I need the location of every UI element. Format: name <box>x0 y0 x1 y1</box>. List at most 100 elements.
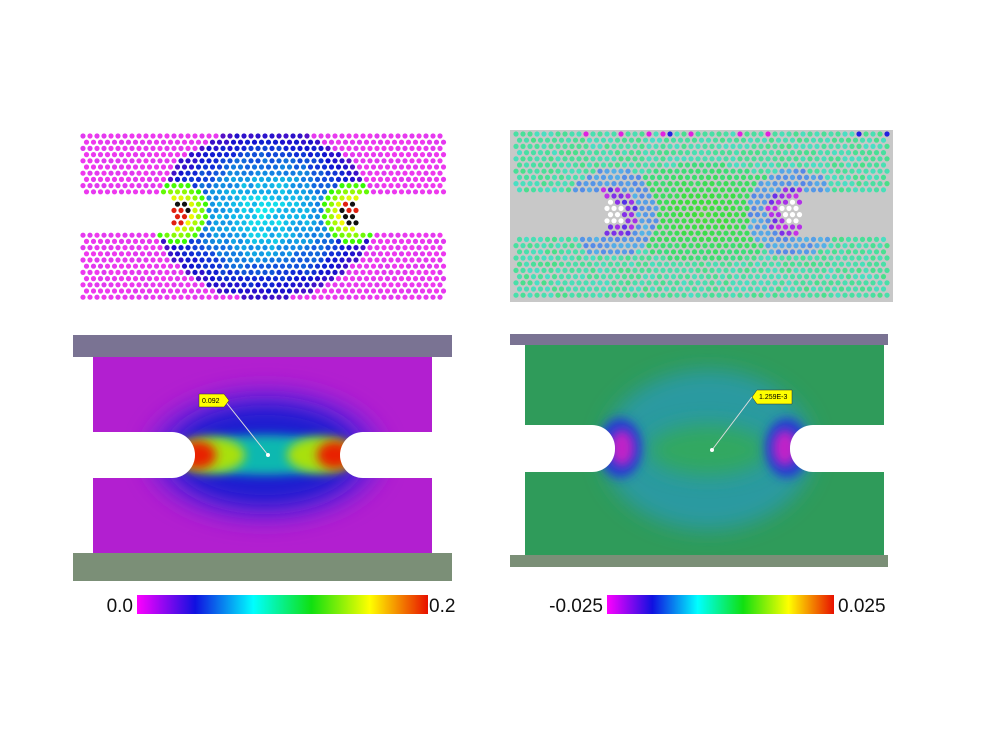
particle <box>856 280 862 286</box>
particle <box>230 226 237 232</box>
particle <box>723 267 729 273</box>
particle <box>405 288 412 294</box>
particle <box>754 187 761 193</box>
particle <box>286 288 293 294</box>
particle <box>730 168 736 174</box>
particle <box>635 199 642 205</box>
particle <box>171 269 177 275</box>
particle <box>702 280 708 286</box>
particle <box>115 158 121 164</box>
particle <box>164 282 170 288</box>
particle <box>663 137 670 143</box>
particle <box>370 139 377 145</box>
particle <box>751 267 757 273</box>
particle <box>684 274 691 280</box>
particle <box>157 158 163 164</box>
particle <box>530 174 537 180</box>
particle <box>758 218 764 224</box>
particle <box>726 199 733 205</box>
particle <box>384 139 391 145</box>
probe-point <box>266 453 270 457</box>
particle <box>160 288 167 294</box>
particle <box>884 168 890 174</box>
particle <box>237 226 244 232</box>
particle <box>164 183 170 189</box>
particle <box>562 143 568 149</box>
particle <box>789 174 796 180</box>
particle <box>807 131 813 137</box>
particle <box>272 226 279 232</box>
particle <box>635 249 642 255</box>
particle <box>593 162 600 168</box>
particle <box>237 251 244 257</box>
particle <box>118 152 125 158</box>
particle <box>174 263 181 269</box>
particle <box>702 255 708 261</box>
particle <box>90 152 97 158</box>
particle <box>90 176 97 182</box>
particle <box>688 156 694 162</box>
colorbar-max: 0.2 <box>429 596 455 617</box>
particle <box>314 226 321 232</box>
particle <box>842 280 848 286</box>
particle <box>104 139 111 145</box>
particle <box>255 282 261 288</box>
particle <box>607 174 614 180</box>
particle <box>863 255 869 261</box>
particle <box>150 158 156 164</box>
particle <box>628 162 635 168</box>
particle <box>118 139 125 145</box>
particle <box>688 205 694 211</box>
particle <box>618 156 624 162</box>
particle <box>339 269 345 275</box>
particle <box>269 282 275 288</box>
particle <box>307 139 314 145</box>
particle <box>339 282 345 288</box>
particle <box>716 230 722 236</box>
particle <box>321 152 328 158</box>
particle <box>674 131 680 137</box>
particle <box>733 137 740 143</box>
particle <box>258 201 265 207</box>
particle <box>283 145 289 151</box>
particle <box>824 286 831 292</box>
particle <box>171 207 177 213</box>
particle <box>272 139 279 145</box>
particle <box>227 232 233 238</box>
particle <box>516 236 523 242</box>
particle <box>181 214 188 220</box>
particle <box>863 143 869 149</box>
particle <box>835 131 841 137</box>
particle <box>632 168 638 174</box>
particle <box>544 236 551 242</box>
particle <box>262 170 268 176</box>
particle <box>789 224 796 230</box>
particle <box>534 168 540 174</box>
particle <box>353 133 359 139</box>
particle <box>157 170 163 176</box>
particle <box>416 245 422 251</box>
particle <box>342 251 349 257</box>
particle <box>635 174 642 180</box>
particle <box>548 131 554 137</box>
particle <box>440 288 447 294</box>
particle <box>153 152 160 158</box>
particle <box>181 263 188 269</box>
particle <box>765 156 771 162</box>
particle <box>178 282 184 288</box>
particle <box>667 267 673 273</box>
particle <box>248 133 254 139</box>
particle <box>283 170 289 176</box>
particle <box>758 243 764 249</box>
particle <box>723 292 729 298</box>
particle <box>139 176 146 182</box>
particle <box>607 224 614 230</box>
particle <box>548 168 554 174</box>
particle <box>583 280 589 286</box>
particle <box>244 214 251 220</box>
particle <box>831 249 838 255</box>
particle <box>433 238 440 244</box>
particle <box>726 162 733 168</box>
particle <box>702 181 708 187</box>
particle <box>604 218 610 224</box>
